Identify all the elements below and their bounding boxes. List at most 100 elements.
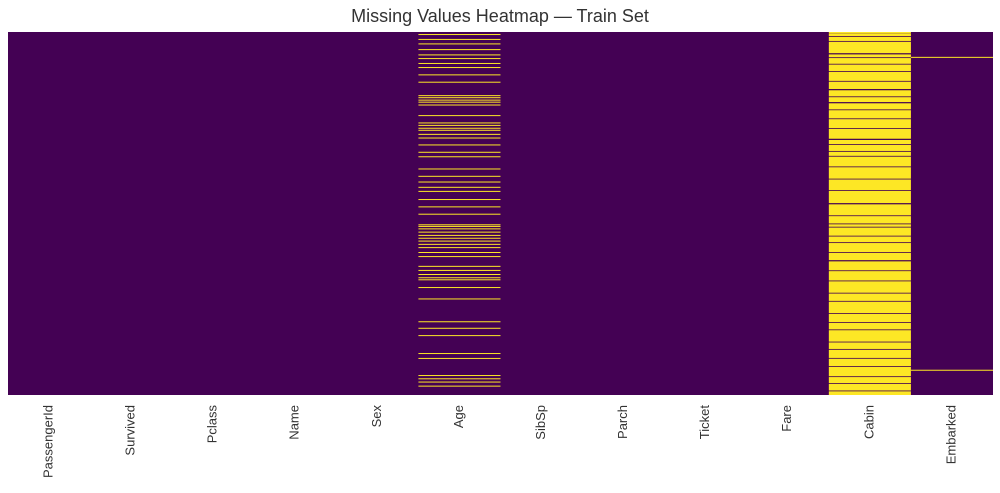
- missing-cell: [828, 64, 911, 72]
- missing-cell: [828, 204, 911, 216]
- missing-cell: [418, 67, 501, 69]
- missing-cell: [828, 293, 911, 301]
- missing-cell: [418, 129, 501, 131]
- x-tick-label: SibSp: [533, 405, 548, 440]
- missing-cell: [418, 243, 501, 245]
- missing-cell: [418, 247, 501, 249]
- missing-cell: [828, 103, 911, 110]
- missing-cell: [418, 277, 501, 279]
- missing-cell: [828, 271, 911, 281]
- missing-cell: [418, 353, 501, 355]
- missing-cell: [828, 358, 911, 367]
- missing-cell: [418, 375, 501, 377]
- missing-cell: [418, 101, 501, 103]
- missing-cell: [418, 335, 501, 337]
- missing-cell: [828, 227, 911, 236]
- missing-cell: [828, 167, 911, 179]
- missing-cell: [828, 236, 911, 243]
- missing-cell: [418, 206, 501, 208]
- missing-cell: [418, 321, 501, 323]
- x-tick-label: Embarked: [943, 405, 958, 464]
- missing-cell: [418, 62, 501, 64]
- missing-cell: [418, 38, 501, 40]
- missing-cell: [418, 127, 501, 129]
- missing-cell: [418, 43, 501, 45]
- missing-cell: [828, 90, 911, 97]
- missing-cell: [418, 378, 501, 380]
- x-tick-label: Age: [451, 405, 466, 428]
- missing-cell: [418, 74, 501, 76]
- x-tick-label: Pclass: [205, 405, 220, 444]
- missing-cell: [828, 366, 911, 377]
- missing-cell: [828, 97, 911, 103]
- missing-cell: [828, 139, 911, 145]
- missing-cell: [418, 190, 501, 192]
- missing-cell: [828, 41, 911, 54]
- missing-cell: [418, 225, 501, 227]
- missing-cell: [418, 298, 501, 300]
- missing-cell: [828, 313, 911, 323]
- missing-cell: [418, 49, 501, 51]
- missing-cell: [418, 81, 501, 83]
- missing-cell: [828, 216, 911, 224]
- missing-cell: [828, 349, 911, 358]
- missing-cell: [828, 322, 911, 330]
- missing-cell: [418, 381, 501, 383]
- missing-cell: [418, 58, 501, 60]
- x-tick-label: Name: [287, 405, 302, 440]
- missing-cell: [828, 36, 911, 41]
- missing-cell: [828, 330, 911, 342]
- missing-cell: [828, 110, 911, 119]
- missing-cell: [418, 269, 501, 271]
- missing-cell: [828, 391, 911, 395]
- x-tick-label: Sex: [369, 405, 384, 428]
- missing-cell: [418, 287, 501, 289]
- missing-cell: [828, 151, 911, 156]
- x-tick-label: PassengerId: [40, 405, 55, 478]
- missing-cell: [418, 385, 501, 387]
- missing-cell: [828, 261, 911, 271]
- missing-cell: [418, 124, 501, 126]
- missing-cell: [828, 156, 911, 167]
- missing-cell: [418, 156, 501, 158]
- missing-cell: [418, 54, 501, 56]
- missing-cell: [418, 237, 501, 239]
- missing-cell: [828, 119, 911, 129]
- missing-cell: [418, 186, 501, 188]
- missing-cell: [418, 256, 501, 258]
- x-tick-label: Cabin: [861, 405, 876, 439]
- missing-cell: [418, 252, 501, 253]
- missing-cell: [418, 327, 501, 329]
- missing-cell: [418, 234, 501, 236]
- missing-cell: [418, 357, 501, 359]
- missing-cell: [828, 342, 911, 349]
- missing-cell: [828, 54, 911, 58]
- missing-cell: [418, 213, 501, 215]
- missing-cell: [828, 281, 911, 293]
- missing-cell: [418, 199, 501, 201]
- missing-cell: [418, 95, 501, 97]
- missing-cell: [828, 301, 911, 314]
- missing-cell: [828, 384, 911, 391]
- missing-cell: [828, 224, 911, 227]
- missing-cell: [418, 274, 501, 275]
- missing-cell: [418, 181, 501, 183]
- missing-cell: [418, 122, 501, 124]
- missing-cell: [828, 179, 911, 191]
- missing-cell: [418, 115, 501, 117]
- missing-cell: [418, 104, 501, 106]
- missing-cell: [418, 175, 501, 177]
- missing-cell: [418, 168, 501, 170]
- missing-cell: [418, 228, 501, 230]
- missing-cell: [828, 33, 911, 37]
- missing-cell: [418, 279, 501, 281]
- chart-title: Missing Values Heatmap — Train Set: [351, 6, 649, 26]
- missing-cell: [418, 99, 501, 101]
- missing-cell: [418, 151, 501, 153]
- x-tick-label: Fare: [779, 405, 794, 432]
- missing-cell: [418, 144, 501, 146]
- missing-cell: [418, 240, 501, 242]
- missing-cell: [828, 190, 911, 204]
- missing-cell: [828, 58, 911, 64]
